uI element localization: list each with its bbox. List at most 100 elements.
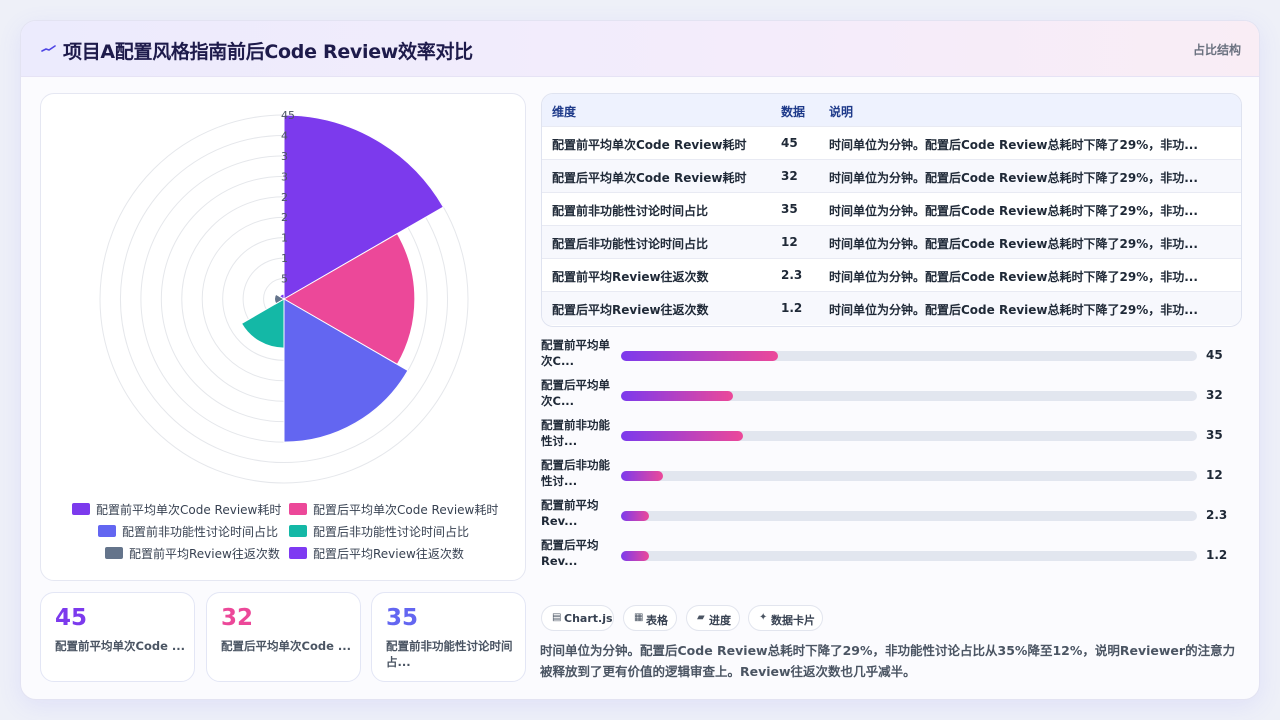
- progress-fill: [621, 351, 779, 361]
- table-cell: 配置前平均单次Code Review耗时: [552, 138, 747, 152]
- progress-value: 12: [1206, 468, 1223, 482]
- table-row[interactable]: 配置前非功能性讨论时间占比 35 时间单位为分钟。配置后Code Review总…: [542, 193, 1241, 226]
- kpi-label: 配置前平均单次Code ...: [55, 639, 185, 653]
- progress-label: 配置后非功能性讨...: [541, 458, 610, 488]
- progress-label: 配置后平均Rev...: [541, 538, 599, 568]
- progress-fill: [621, 431, 744, 441]
- progress-track: [621, 471, 1197, 481]
- polar-wedge[interactable]: [283, 114, 445, 300]
- radial-tick-label: 45: [281, 109, 295, 122]
- kpi-value: 32: [221, 605, 254, 631]
- header-bar: 项目A配置风格指南前后Code Review效率对比 占比结构: [21, 21, 1259, 77]
- activity-icon: [41, 45, 56, 52]
- kpi-card-0: 45 配置前平均单次Code ...: [40, 592, 195, 682]
- table-row[interactable]: 配置前平均Review往返次数 2.3 时间单位为分钟。配置后Code Revi…: [542, 259, 1241, 292]
- progress-label: 配置前平均单次C...: [541, 338, 610, 368]
- progress-track: [621, 391, 1197, 401]
- tag-progress[interactable]: ▰ 进度: [686, 605, 740, 631]
- table-header-row: 维度 数据 说明: [542, 94, 1241, 127]
- legend-label: 配置后平均单次Code Review耗时: [313, 503, 499, 517]
- table-cell: 1.2: [781, 301, 803, 315]
- polar-wedge[interactable]: [279, 293, 285, 300]
- progress-fill: [621, 391, 733, 401]
- chart-legend: 配置前平均单次Code Review耗时 配置后平均单次Code Review耗…: [41, 497, 527, 567]
- polar-wedge[interactable]: [274, 293, 285, 305]
- legend-swatch: [289, 547, 307, 559]
- sparkle-icon: ✦: [759, 612, 768, 623]
- table-cell: 时间单位为分钟。配置后Code Review总耗时下降了29%，非功...: [829, 237, 1198, 251]
- header-tag: 占比结构: [1192, 43, 1241, 57]
- tag-data-card[interactable]: ✦ 数据卡片: [748, 605, 823, 631]
- legend-swatch: [72, 503, 90, 515]
- dashboard-card: 项目A配置风格指南前后Code Review效率对比 占比结构 45 4 3 3 2 2 1…: [20, 20, 1260, 700]
- table-row[interactable]: 配置后非功能性讨论时间占比 12 时间单位为分钟。配置后Code Review总…: [542, 226, 1241, 259]
- progress-fill: [621, 471, 664, 481]
- kpi-card-1: 32 配置后平均单次Code ...: [206, 592, 361, 682]
- radial-tick-label: 5: [281, 273, 288, 286]
- table-cell: 配置后平均单次Code Review耗时: [552, 171, 747, 185]
- table-cell: 配置前平均Review往返次数: [552, 270, 709, 284]
- table-cell: 32: [781, 169, 798, 183]
- legend-label: 配置后非功能性讨论时间占比: [313, 525, 470, 539]
- tag-label: 表格: [646, 614, 668, 627]
- chart-panel: 45 4 3 3 2 2 1 1 5 配置前平均单次Code Review耗时 配置后平均单次C…: [40, 93, 526, 581]
- tag-label: 进度: [709, 614, 731, 627]
- radial-tick-label: 4: [281, 129, 288, 142]
- progress-label: 配置前非功能性讨...: [541, 418, 610, 448]
- kpi-value: 45: [55, 605, 88, 631]
- tag-table[interactable]: ▦ 表格: [623, 605, 677, 631]
- progress-row: 配置前非功能性讨... 35: [541, 417, 1241, 455]
- table-cell: 时间单位为分钟。配置后Code Review总耗时下降了29%，非功...: [829, 303, 1198, 317]
- table-header-cell: 数据: [781, 105, 806, 119]
- kpi-value: 35: [386, 605, 419, 631]
- progress-label: 配置前平均Rev...: [541, 498, 599, 528]
- polar-wedge[interactable]: [282, 232, 416, 366]
- table-cell: 45: [781, 136, 798, 150]
- legend-label: 配置后平均Review往返次数: [313, 547, 464, 561]
- progress-row: 配置后平均单次C... 32: [541, 377, 1241, 415]
- legend-label: 配置前平均单次Code Review耗时: [96, 503, 282, 517]
- polar-wedge[interactable]: [283, 298, 409, 443]
- kpi-label: 配置后平均单次Code ...: [221, 639, 351, 653]
- radial-tick-label: 3: [281, 150, 288, 163]
- legend-label: 配置前非功能性讨论时间占比: [122, 525, 279, 539]
- radial-tick-label: 3: [281, 170, 288, 183]
- summary-note: 时间单位为分钟。配置后Code Review总耗时下降了29%，非功能性讨论占比…: [540, 643, 1236, 679]
- table-cell: 配置前非功能性讨论时间占比: [552, 204, 709, 218]
- tag-label: Chart.js: [564, 612, 613, 625]
- polar-wedge[interactable]: [240, 298, 285, 349]
- progress-icon: ▰: [697, 612, 705, 623]
- table-cell: 时间单位为分钟。配置后Code Review总耗时下降了29%，非功...: [829, 204, 1198, 218]
- table-row[interactable]: 配置前平均单次Code Review耗时 45 时间单位为分钟。配置后Code …: [542, 127, 1241, 160]
- radial-tick-label: 1: [281, 252, 288, 265]
- table-cell: 35: [781, 202, 798, 216]
- progress-value: 32: [1206, 388, 1223, 402]
- table-row[interactable]: 配置后平均单次Code Review耗时 32 时间单位为分钟。配置后Code …: [542, 160, 1241, 193]
- progress-value: 45: [1206, 348, 1223, 362]
- data-table: 维度 数据 说明 配置前平均单次Code Review耗时 45 时间单位为分钟…: [541, 93, 1242, 327]
- polar-area-chart: 45 4 3 3 2 2 1 1 5: [99, 109, 469, 484]
- progress-value: 2.3: [1206, 508, 1228, 522]
- progress-track: [621, 551, 1197, 561]
- table-cell: 配置后非功能性讨论时间占比: [552, 237, 709, 251]
- table-cell: 配置后平均Review往返次数: [552, 303, 709, 317]
- legend-label: 配置前平均Review往返次数: [129, 547, 280, 561]
- progress-value: 35: [1206, 428, 1223, 442]
- table-row[interactable]: 配置后平均Review往返次数 1.2 时间单位为分钟。配置后Code Revi…: [542, 292, 1241, 325]
- progress-fill: [621, 551, 649, 561]
- table-cell: 12: [781, 235, 798, 249]
- progress-row: 配置前平均单次C... 45: [541, 337, 1241, 375]
- table-cell: 2.3: [781, 268, 803, 282]
- kpi-card-2: 35 配置前非功能性讨论时间占...: [371, 592, 526, 682]
- progress-fill: [621, 511, 649, 521]
- tag-label: 数据卡片: [771, 614, 815, 627]
- page-title: 项目A配置风格指南前后Code Review效率对比: [63, 41, 473, 63]
- table-cell: 时间单位为分钟。配置后Code Review总耗时下降了29%，非功...: [829, 171, 1198, 185]
- table-cell: 时间单位为分钟。配置后Code Review总耗时下降了29%，非功...: [829, 270, 1198, 284]
- radial-tick-label: 1: [281, 232, 288, 245]
- legend-swatch: [105, 547, 123, 559]
- progress-row: 配置后非功能性讨... 12: [541, 457, 1241, 495]
- progress-row: 配置前平均Rev... 2.3: [541, 497, 1241, 535]
- tag-chartjs[interactable]: ▤ Chart.js: [541, 605, 614, 631]
- legend-swatch: [98, 525, 116, 537]
